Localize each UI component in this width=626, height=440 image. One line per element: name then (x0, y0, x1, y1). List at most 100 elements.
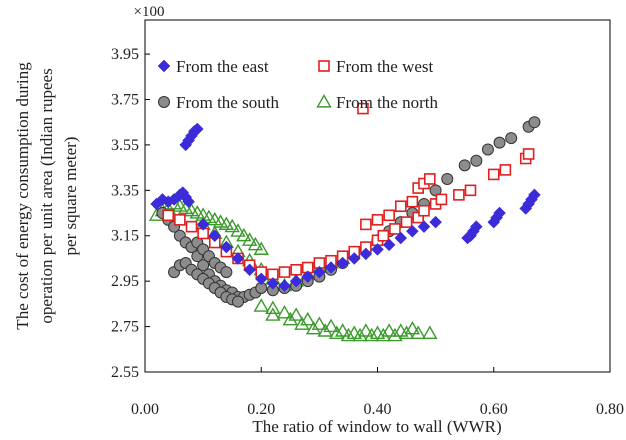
x-tick-label: 0.40 (364, 401, 392, 418)
y-tick-label: 2.75 (111, 319, 139, 336)
data-point (265, 300, 281, 314)
data-point (232, 295, 244, 308)
legend-label: From the east (176, 57, 269, 76)
x-tick-label: 0.00 (131, 401, 159, 418)
legend-label: From the west (336, 57, 434, 76)
data-point (360, 218, 372, 231)
data-point (435, 193, 448, 206)
data-point (301, 270, 315, 283)
data-point (196, 218, 210, 231)
data-point (278, 266, 291, 278)
data-point (371, 243, 384, 256)
data-point (185, 220, 198, 233)
y-axis-title-line: The cost of energy consumption during (13, 62, 32, 330)
data-point (347, 252, 361, 265)
data-point (288, 307, 304, 321)
data-point (493, 136, 506, 149)
data-point (352, 327, 368, 342)
series-group (150, 122, 541, 293)
y-tick-label: 2.95 (111, 273, 139, 290)
data-point (429, 184, 442, 197)
data-point (371, 214, 384, 226)
data-point (208, 229, 222, 243)
data-point (224, 218, 240, 233)
data-point (336, 256, 349, 270)
data-point (363, 327, 380, 342)
data-point (499, 164, 512, 176)
data-point (375, 327, 392, 342)
data-point (522, 148, 535, 160)
x-tick-label: 0.20 (247, 401, 275, 418)
data-point (190, 122, 204, 136)
data-point (453, 189, 465, 201)
y-tick-label: 3.55 (111, 137, 139, 154)
data-point (505, 132, 518, 145)
data-point (241, 232, 258, 246)
data-point (254, 272, 268, 286)
legend: From the east From the west From the south… (157, 57, 438, 112)
data-point (236, 227, 252, 242)
data-point (317, 323, 333, 337)
series-group (162, 102, 535, 281)
data-point (276, 305, 293, 319)
y-multiplier-label: ×100 (134, 4, 165, 20)
legend-marker (157, 59, 171, 73)
data-point (470, 154, 483, 167)
data-point (377, 229, 390, 242)
data-point (220, 266, 233, 279)
data-point (422, 325, 438, 339)
data-point (197, 259, 210, 272)
data-point (300, 311, 316, 326)
legend-label: From the north (336, 93, 438, 112)
data-point (528, 188, 541, 202)
data-point (162, 209, 175, 222)
y-tick-label: 3.75 (111, 91, 139, 108)
y-axis-title: The cost of energy consumption during ope… (13, 62, 80, 330)
data-point (487, 168, 500, 181)
data-point (406, 224, 419, 238)
data-point (253, 241, 269, 255)
y-tick-label: 3.15 (111, 228, 139, 245)
y-tick-label: 2.55 (111, 364, 139, 381)
data-point (410, 325, 426, 339)
x-axis-title: The ratio of window to wall (WWR) (252, 417, 501, 435)
data-point (382, 238, 396, 252)
data-point (418, 204, 430, 217)
y-axis-title-line: per square meter) (61, 137, 80, 256)
x-tick-label: 0.60 (480, 401, 508, 418)
data-point (400, 216, 413, 228)
data-point (247, 236, 264, 251)
data-point (424, 173, 436, 185)
data-point (469, 220, 483, 234)
data-point (243, 263, 256, 277)
data-marks (148, 102, 541, 342)
data-point (266, 277, 280, 290)
data-point (329, 325, 345, 339)
data-point (231, 252, 245, 265)
legend-marker (316, 94, 332, 108)
data-point (313, 265, 326, 279)
data-point (389, 223, 401, 235)
data-point (381, 323, 397, 337)
data-point (393, 323, 409, 337)
data-point (417, 220, 431, 234)
data-point (528, 116, 541, 129)
data-point (394, 200, 407, 213)
data-point (282, 311, 299, 326)
data-point (290, 264, 302, 276)
data-point (404, 320, 421, 335)
data-point (311, 316, 328, 330)
x-tick-label: 0.80 (596, 401, 624, 418)
data-point (493, 206, 506, 220)
y-tick-label: 3.95 (111, 46, 139, 63)
data-point (174, 214, 186, 226)
data-point (412, 211, 424, 224)
data-point (394, 231, 408, 245)
data-point (387, 327, 403, 342)
data-point (383, 209, 395, 222)
data-point (334, 323, 351, 337)
data-point (429, 215, 442, 229)
data-point (340, 327, 357, 342)
